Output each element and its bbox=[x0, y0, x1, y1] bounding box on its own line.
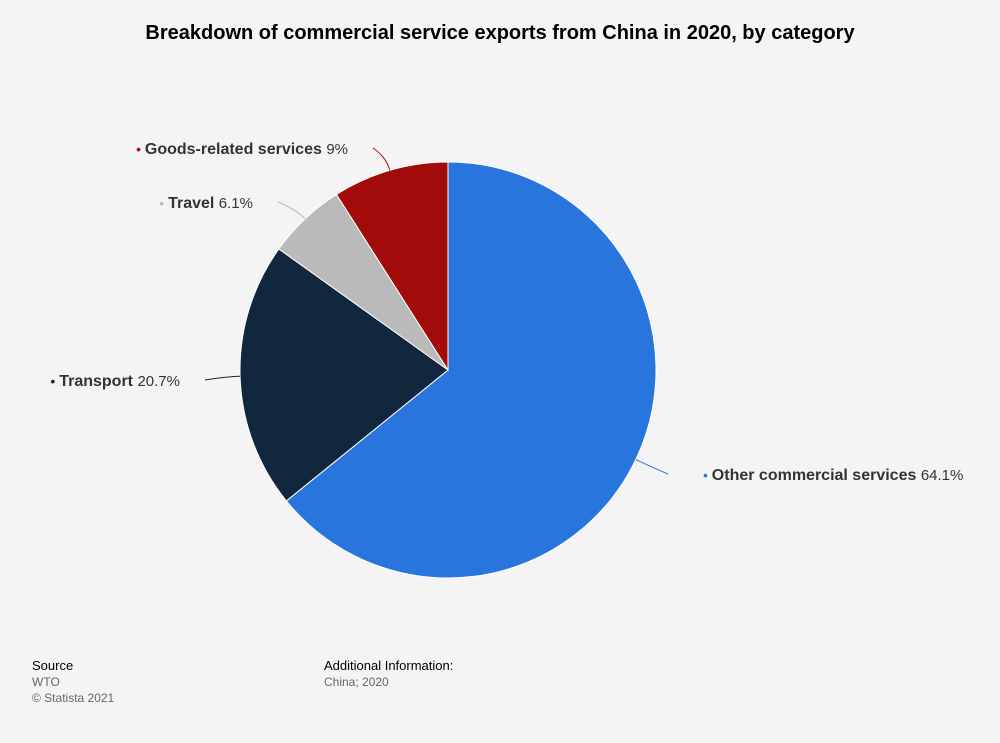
data-label-goods-related-services: • Goods-related services 9% bbox=[136, 141, 348, 158]
additional-info-block: Additional Information: China; 2020 bbox=[324, 658, 453, 690]
legend-bullet-icon: • bbox=[159, 195, 168, 211]
data-label-name: Goods-related services bbox=[145, 141, 326, 158]
leader-line-transport bbox=[204, 375, 241, 381]
leader-line-goods-related-services bbox=[372, 147, 391, 171]
data-label-value: 9% bbox=[326, 141, 348, 158]
legend-bullet-icon: • bbox=[50, 373, 59, 389]
data-label-name: Transport bbox=[59, 373, 137, 390]
leader-line-other-commercial-services bbox=[635, 459, 669, 475]
chart-title: Breakdown of commercial service exports … bbox=[145, 22, 855, 44]
legend-bullet-icon: • bbox=[703, 467, 712, 483]
copyright: © Statista 2021 bbox=[32, 691, 115, 705]
data-label-name: Travel bbox=[168, 195, 219, 212]
data-label-value: 20.7% bbox=[137, 373, 180, 390]
source-block: Source WTO © Statista 2021 bbox=[32, 658, 114, 706]
data-label-value: 64.1% bbox=[921, 467, 964, 484]
pie-slice-transport[interactable] bbox=[239, 248, 449, 502]
data-label-other-commercial-services: • Other commercial services 64.1% bbox=[703, 467, 963, 484]
additional-info-heading: Additional Information: bbox=[324, 658, 454, 673]
pie-slice-goods-related-services[interactable] bbox=[335, 161, 449, 372]
source-name: WTO bbox=[32, 675, 60, 689]
data-label-travel: • Travel 6.1% bbox=[159, 195, 253, 212]
source-heading: Source bbox=[32, 658, 74, 673]
data-label-value: 6.1% bbox=[219, 195, 253, 212]
pie-slice-other-commercial-services[interactable] bbox=[285, 161, 657, 579]
legend-bullet-icon: • bbox=[136, 141, 145, 157]
additional-info-text: China; 2020 bbox=[324, 675, 389, 689]
data-label-name: Other commercial services bbox=[712, 467, 921, 484]
leader-line-travel bbox=[277, 201, 306, 220]
data-label-transport: • Transport 20.7% bbox=[50, 373, 180, 390]
